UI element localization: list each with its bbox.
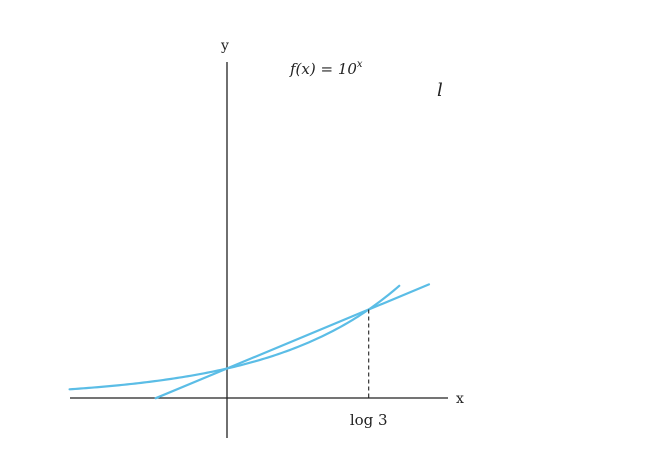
exponential-curve bbox=[68, 284, 401, 391]
line-l bbox=[154, 283, 431, 400]
y-axis-label: y bbox=[220, 38, 229, 54]
x-axis-label: x bbox=[456, 391, 464, 407]
function-label-text: f(x) = 10 bbox=[289, 60, 357, 78]
function-label: f(x) = 10x bbox=[289, 59, 363, 78]
line-label: l bbox=[437, 80, 443, 101]
intersection-tick-label: log 3 bbox=[350, 411, 388, 429]
function-label-exponent: x bbox=[357, 59, 363, 70]
